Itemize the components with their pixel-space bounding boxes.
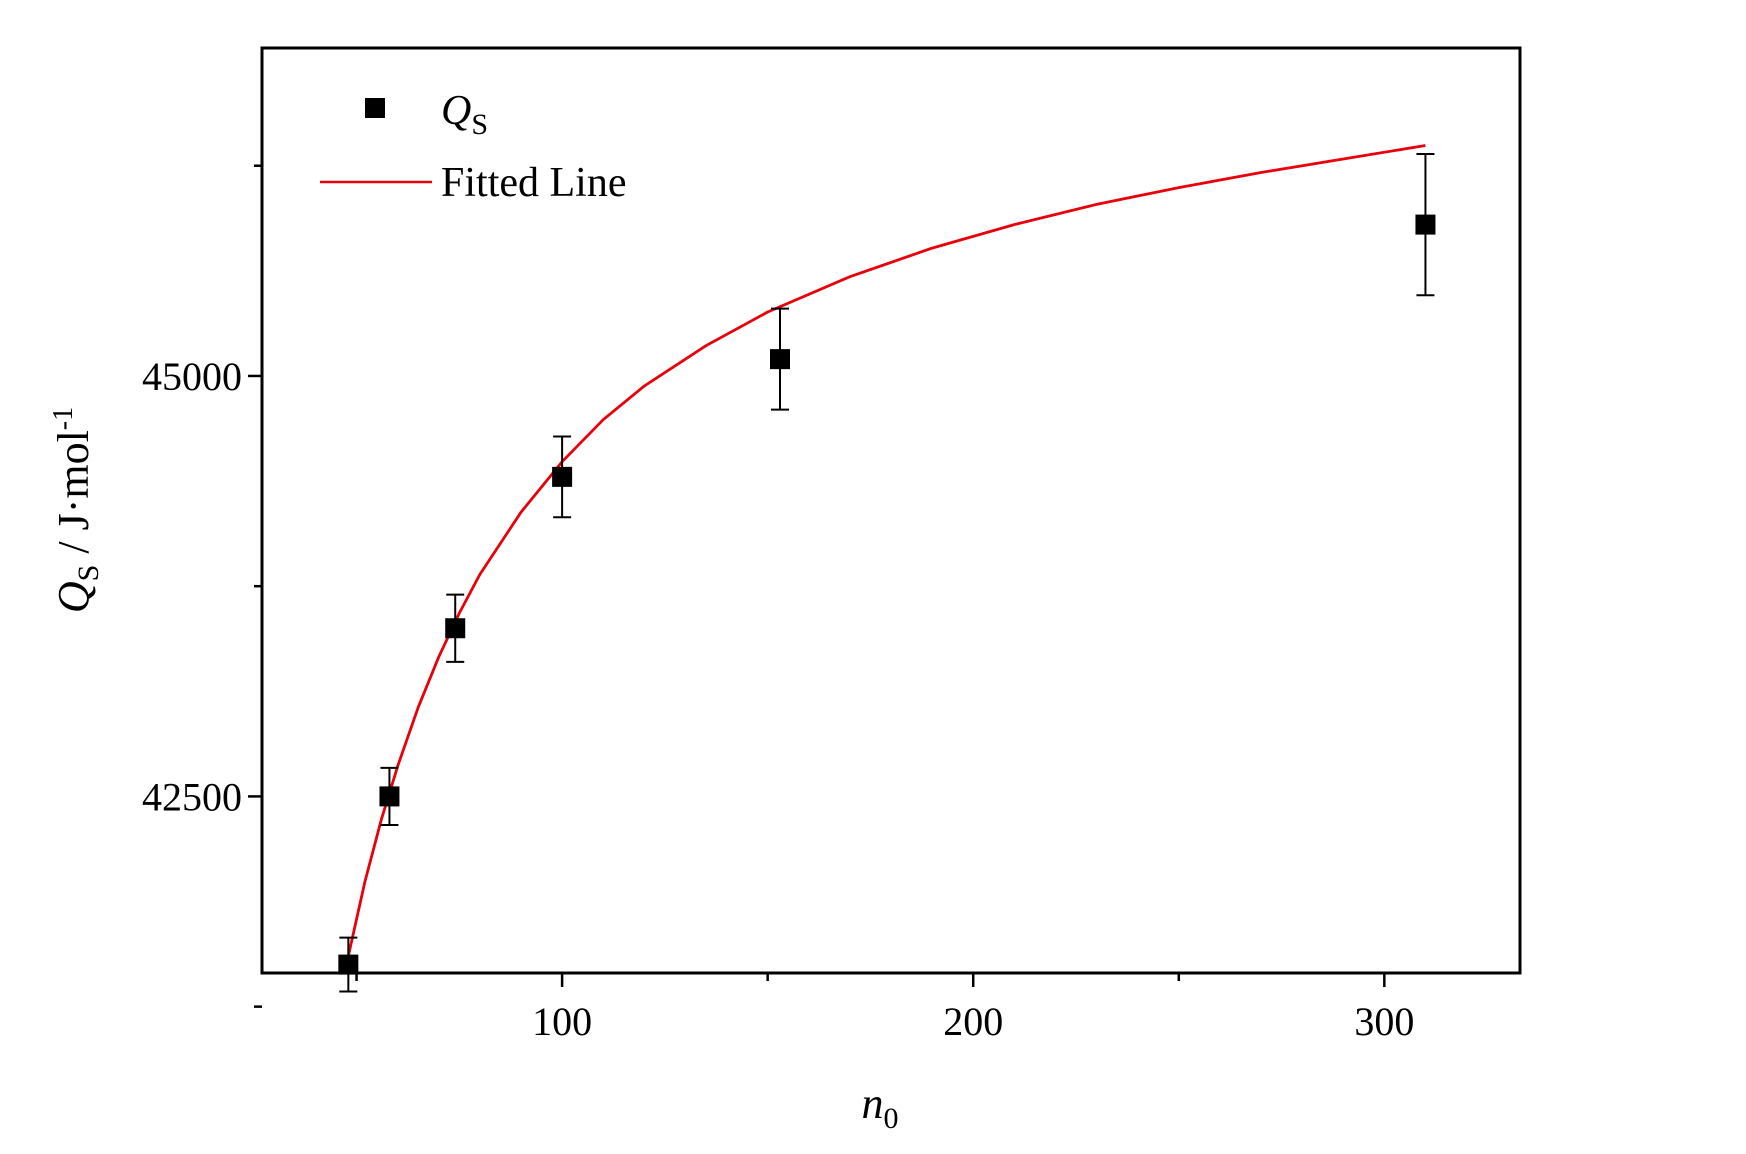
y-axis-title-sup: -1 <box>48 407 79 430</box>
data-point <box>552 466 573 487</box>
plot-frame <box>260 46 1522 975</box>
fitted-line-layer <box>346 144 1426 957</box>
y-axis-ticks: 42500 45000 <box>142 164 262 1008</box>
y-axis-title-main: Q <box>49 581 98 613</box>
legend: QS Fitted Line <box>320 88 626 206</box>
x-tick-label: 300 <box>1354 999 1414 1044</box>
y-tick-label: 45000 <box>142 354 242 399</box>
y-axis-title-rest: / J·mol <box>49 430 98 564</box>
data-point <box>379 786 400 807</box>
data-point <box>338 954 359 975</box>
y-axis-title: QS / J·mol-1 <box>48 407 105 613</box>
x-tick-label: 200 <box>943 999 1003 1044</box>
legend-label-line: Fitted Line <box>441 160 626 206</box>
x-axis-title-main: n <box>862 1079 884 1128</box>
legend-label-points-main: Q <box>441 88 471 134</box>
legend-label-points-sub: S <box>471 108 488 141</box>
data-point <box>770 349 790 370</box>
y-tick-label: 42500 <box>142 774 242 819</box>
legend-marker-points <box>365 98 385 118</box>
x-tick-label: 100 <box>532 999 592 1044</box>
data-point <box>445 618 466 639</box>
x-axis-title-sub: 0 <box>884 1102 899 1135</box>
x-axis-ticks: 100 200 300 <box>355 973 1414 1044</box>
y-axis-title-sub: S <box>72 565 105 582</box>
data-points-layer <box>338 152 1436 993</box>
data-point <box>1415 214 1436 235</box>
fitted-line <box>346 144 1426 957</box>
x-axis-title: n0 <box>862 1079 899 1135</box>
legend-label-points: QS <box>441 88 488 141</box>
